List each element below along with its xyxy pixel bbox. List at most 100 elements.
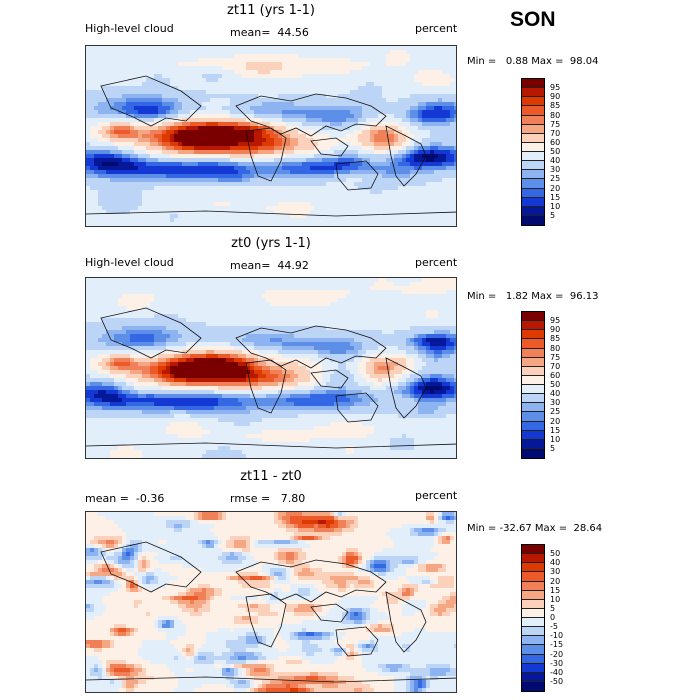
colorbar-swatch [522, 448, 544, 458]
colorbar-swatch [522, 403, 544, 413]
colorbar-tick-label: 50 [550, 380, 561, 389]
season-label: SON [510, 8, 556, 31]
units-label: percent [415, 22, 458, 35]
colorbar-swatch [522, 106, 544, 116]
colorbar [521, 78, 545, 226]
colorbar-swatch [522, 348, 544, 358]
colorbar-swatch [522, 430, 544, 440]
colorbar-swatch [522, 554, 544, 564]
colorbar-tick-label: 10 [550, 434, 561, 444]
colorbar-swatch [522, 581, 544, 591]
panel-title: zt11 - zt0 [240, 469, 302, 484]
colorbar-tick-label: 60 [550, 370, 561, 380]
colorbar-swatch [522, 672, 544, 682]
colorbar-tick-label: 40 [550, 156, 561, 166]
colorbar-swatch [522, 312, 544, 322]
colorbar-swatch [522, 608, 544, 618]
contour-field [86, 512, 456, 692]
colorbar-swatch [522, 179, 544, 189]
colorbar-tick-label: 25 [550, 407, 561, 417]
rmse-label: rmse = 7.80 [230, 492, 306, 505]
min-max-stats: Min = -32.67 Max = 28.64 [467, 523, 603, 534]
colorbar-swatch [522, 375, 544, 385]
colorbar-tick-label: 70 [550, 128, 561, 138]
colorbar-swatch [522, 321, 544, 331]
colorbar-tick-label: 85 [550, 101, 561, 111]
variable-label: High-level cloud [85, 256, 174, 269]
colorbar-swatch [522, 645, 544, 655]
colorbar-tick-label: 10 [550, 201, 561, 211]
colorbar-tick-label: 5 [550, 443, 556, 453]
coastlines [86, 307, 456, 449]
colorbar-tick-label: 0 [550, 613, 556, 622]
colorbar-swatch [522, 421, 544, 431]
variable-label: High-level cloud [85, 22, 174, 35]
coastlines [86, 75, 456, 217]
map-plot [85, 277, 457, 459]
colorbar-swatch [522, 79, 544, 89]
colorbar-tick-label: 40 [550, 558, 561, 568]
colorbar-tick-label: 30 [550, 165, 561, 175]
colorbar [521, 311, 545, 459]
colorbar-tick-label: 30 [550, 398, 561, 408]
colorbar-swatch [522, 572, 544, 582]
colorbar-tick-label: 90 [550, 325, 561, 335]
colorbar-tick-label: 50 [550, 549, 561, 559]
colorbar-tick-label: 10 [550, 594, 561, 604]
colorbar-swatch [522, 197, 544, 207]
colorbar-tick-label: 60 [550, 137, 561, 147]
colorbar-tick-label: 70 [550, 361, 561, 371]
contour-field [86, 46, 456, 226]
colorbar-tick-label: 90 [550, 92, 561, 102]
coastlines [86, 541, 456, 683]
colorbar-tick-label: 50 [550, 147, 561, 156]
colorbar-swatch [522, 152, 544, 162]
colorbar-tick-label: -30 [550, 658, 564, 668]
colorbar-swatch [522, 142, 544, 152]
colorbar-tick-label: -50 [550, 676, 564, 686]
colorbar-swatch [522, 618, 544, 628]
colorbar-tick-label: 30 [550, 567, 561, 577]
colorbar-swatch [522, 170, 544, 180]
units-label: percent [415, 489, 458, 502]
colorbar-swatch [522, 545, 544, 555]
colorbar-tick-label: -5 [550, 622, 558, 632]
colorbar-tick-label: 15 [550, 425, 561, 435]
colorbar-tick-label: -40 [550, 667, 564, 677]
colorbar-tick-label: 15 [550, 585, 561, 595]
colorbar-tick-label: 80 [550, 343, 561, 353]
colorbar-tick-label: 95 [550, 83, 561, 93]
colorbar-tick-label: 40 [550, 389, 561, 399]
colorbar-tick-label: 5 [550, 210, 556, 220]
colorbar-swatch [522, 161, 544, 171]
colorbar-swatch [522, 599, 544, 609]
colorbar-swatch [522, 654, 544, 664]
colorbar [521, 544, 545, 692]
colorbar-tick-label: 85 [550, 334, 561, 344]
colorbar-swatch [522, 412, 544, 422]
colorbar-swatch [522, 339, 544, 349]
panel-title: zt0 (yrs 1-1) [231, 236, 311, 251]
colorbar-swatch [522, 627, 544, 637]
colorbar-swatch [522, 681, 544, 691]
colorbar-tick-label: -20 [550, 649, 564, 659]
colorbar-tick-label: 95 [550, 316, 561, 326]
colorbar-tick-label: 75 [550, 119, 561, 129]
min-max-stats: Min = 1.82 Max = 96.13 [467, 291, 599, 302]
colorbar-tick-label: 75 [550, 352, 561, 362]
colorbar-swatch [522, 366, 544, 376]
map-plot [85, 45, 457, 227]
colorbar-swatch [522, 385, 544, 395]
colorbar-tick-label: 20 [550, 416, 561, 426]
colorbar-tick-label: 80 [550, 110, 561, 120]
colorbar-swatch [522, 88, 544, 98]
map-plot [85, 511, 457, 693]
colorbar-swatch [522, 590, 544, 600]
colorbar-swatch [522, 206, 544, 216]
colorbar-swatch [522, 215, 544, 225]
contour-field [86, 278, 456, 458]
colorbar-swatch [522, 663, 544, 673]
mean-label: mean = -0.36 [85, 492, 165, 505]
colorbar-swatch [522, 636, 544, 646]
colorbar-swatch [522, 133, 544, 143]
